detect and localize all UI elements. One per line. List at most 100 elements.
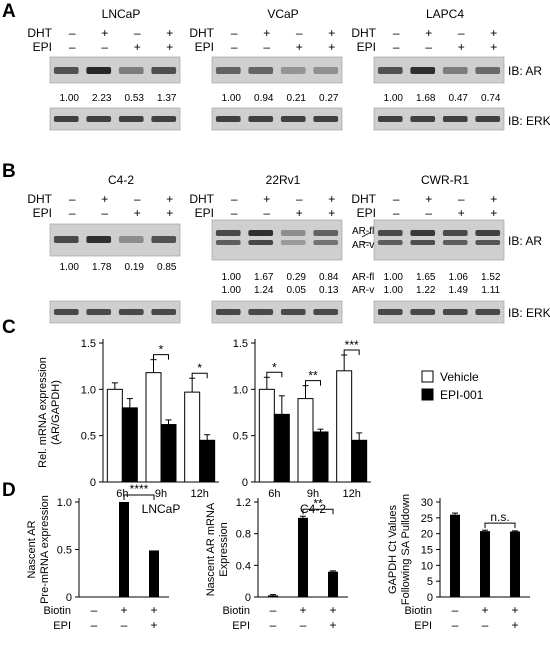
epi-label: EPI [195,40,214,54]
bar-vehicle [258,388,275,483]
arv-quantification: 0.13 [319,285,339,296]
significance-bracket [191,372,208,379]
epi-label: EPI [357,206,376,220]
erk2-blot-band [53,116,79,122]
arfl-quantification: 0.29 [287,272,307,283]
biotin-sign: + [329,603,336,617]
x-tick-label: 6h [268,488,280,500]
band-quantification: 0.47 [449,93,469,104]
erk2-blot-band [442,116,468,122]
significance-marker: * [197,361,202,375]
ib-ar-label: IB: AR [508,64,542,78]
bar [119,502,129,597]
dht-sign: – [231,192,238,206]
dht-sign: – [458,192,465,206]
x-tick-label: 12h [342,488,360,500]
erk2-blot-strip [49,107,181,131]
erk2-blot-band [215,116,241,122]
dht-sign: – [393,192,400,206]
biotin-label: Biotin [222,605,250,617]
significance-bracket [123,494,155,500]
x-tick-label: 9h [155,488,167,500]
epi-label: EPI [33,206,52,220]
dht-sign: – [134,192,141,206]
arv-quantification: 1.22 [416,285,436,296]
erk2-blot-band [475,309,501,315]
dht-label: DHT [351,192,376,206]
y-tick-label: 0.5 [233,431,248,443]
ar-blot-band [151,67,177,74]
epi-label: EPI [232,620,250,632]
significance-marker: *** [345,338,359,352]
ar-blot-band [118,236,144,243]
dht-sign: – [134,26,141,40]
bar [510,531,520,597]
y-tick-label: 20 [421,529,433,541]
arfl-quantification: 0.84 [319,272,339,283]
y-tick-label: 1.0 [233,384,248,396]
cell-line-name: LNCaP [102,7,141,21]
legend-label-vehicle: Vehicle [440,370,479,384]
bar-epi [121,407,138,483]
arv-row-label: AR-v [352,285,374,296]
ar-blot-band [377,67,403,74]
epi-sign: + [166,206,173,220]
ar-v-band [248,240,274,245]
significance-bracket [266,371,283,378]
y-tick-label: 30 [421,497,433,509]
erk2-blot-band [377,309,403,315]
bar-vehicle [145,372,162,483]
erk2-blot-band [86,116,112,122]
panel-label-b: B [2,161,16,182]
epi-sign: + [329,618,336,632]
bar-vehicle [106,388,123,483]
epi-sign: + [296,206,303,220]
y-tick-label: 1.0 [81,384,96,396]
ar-blot-band [313,67,339,74]
panel-label-d: D [2,480,16,501]
y-axis-title: Rel. mRNA expression [37,357,49,468]
dht-sign: + [166,26,173,40]
band-quantification: 1.37 [157,93,177,104]
ar-blot-band [215,230,241,236]
band-quantification: 0.74 [481,93,501,104]
ar-v-band [410,240,436,245]
erk2-blot-strip [373,300,505,324]
epi-sign: – [482,618,489,632]
bar-epi [312,431,329,483]
band-quantification: 2.23 [92,93,112,104]
epi-sign: – [425,206,432,220]
dht-sign: + [166,192,173,206]
epi-sign: – [121,618,128,632]
epi-sign: – [452,618,459,632]
bar [149,550,159,597]
arfl-quantification: 1.00 [384,272,404,283]
arfl-row-label: AR-fl [352,272,374,283]
dht-sign: + [328,192,335,206]
y-tick-label: 0 [245,592,251,604]
arfl-quantification: 1.65 [416,272,436,283]
erk2-blot-band [248,116,274,122]
ar-blot-band [86,236,112,243]
erk2-blot-strip [211,107,343,131]
epi-sign: – [69,40,76,54]
dht-sign: + [490,192,497,206]
arfl-band-label: AR-fl [352,226,374,237]
ib-erk2-label: IB: ERK2 [508,306,550,320]
erk2-blot-band [377,116,403,122]
group-label: LNCaP [142,502,181,516]
band-quantification: 1.00 [60,93,80,104]
band-quantification: 0.27 [319,93,339,104]
significance-marker: **** [130,482,149,496]
ar-blot-band [442,67,468,74]
significance-bracket [302,508,334,515]
y-tick-label: 25 [421,513,433,525]
ar-blot-band [248,67,274,74]
erk2-blot-band [118,116,144,122]
erk2-blot-band [313,116,339,122]
y-tick-label: 1.2 [236,497,251,509]
arv-quantification: 1.24 [254,285,274,296]
legend-swatch-epi [421,388,434,401]
